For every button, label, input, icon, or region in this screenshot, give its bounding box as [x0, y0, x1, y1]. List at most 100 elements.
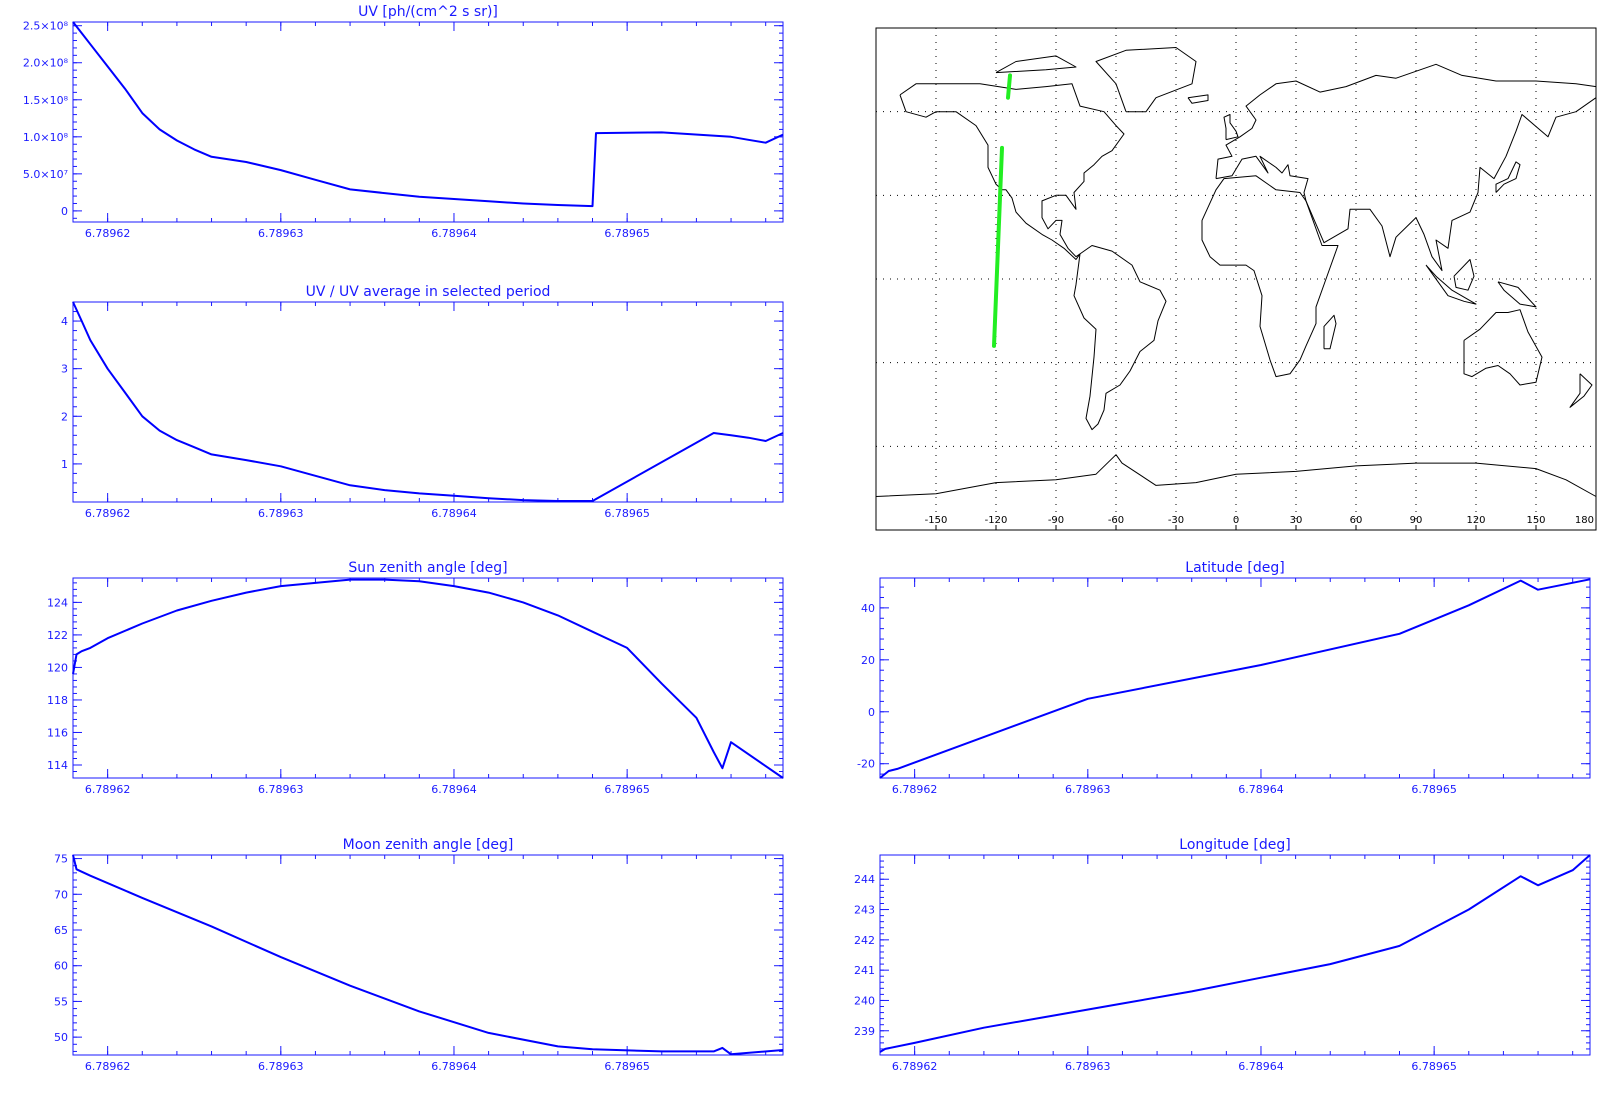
x-tick-label: 6.78963 [1065, 783, 1111, 796]
x-tick-label: 6.78963 [258, 1060, 304, 1073]
chart-sun-zenith: Sun zenith angle [deg] 6.78962 6.78963 6.78… [47, 560, 784, 796]
y-tick-label: 1 [61, 458, 68, 471]
x-tick-label: 6.78965 [1411, 1060, 1457, 1073]
y-tick-label: 114 [47, 759, 68, 772]
map-tick-label: 180 [1575, 515, 1594, 526]
chart-title: Latitude [deg] [1185, 560, 1284, 576]
y-tick-label: 1.5×10⁸ [23, 94, 69, 107]
series-line-uv-ratio [72, 301, 784, 502]
x-tick-label: 6.78964 [431, 227, 477, 240]
x-tick-label: 6.78963 [258, 783, 304, 796]
chart-uv: UV [ph/(cm^2 s sr)] 6.78962 6.78963 6.78964… [23, 4, 784, 240]
coastline-africa [1201, 175, 1339, 378]
y-tick-label: 2.0×10⁸ [23, 57, 69, 70]
x-tick-label: 6.78962 [85, 507, 131, 520]
y-tick-label: 4 [61, 315, 68, 328]
x-tick-label: 6.78964 [1238, 1060, 1284, 1073]
y-tick-label: 60 [54, 960, 68, 973]
map-tick-label: 120 [1466, 515, 1485, 526]
x-tick-label: 6.78962 [85, 1060, 131, 1073]
y-tick-label: 239 [854, 1025, 875, 1038]
y-tick-label: 0 [61, 205, 68, 218]
x-tick-label: 6.78965 [604, 227, 650, 240]
y-tick-label: 2 [61, 410, 68, 423]
satellite-track-main [992, 145, 1004, 348]
x-tick-label: 6.78964 [431, 783, 477, 796]
map-frame [875, 27, 1597, 531]
map-tick-label: 90 [1410, 515, 1423, 526]
y-tick-label: 118 [47, 694, 68, 707]
y-tick-label: 50 [54, 1031, 68, 1044]
map-coastlines [875, 47, 1597, 497]
chart-title: Sun zenith angle [deg] [348, 560, 507, 576]
series-line-uv [72, 21, 784, 208]
plot-frame [879, 854, 1591, 1056]
series-line-moon-zenith [72, 854, 784, 1056]
coastline-japan [1495, 161, 1521, 193]
y-tick-label: 1.0×10⁸ [23, 131, 69, 144]
map-tick-label: -30 [1168, 515, 1184, 526]
map-tick-label: -90 [1048, 515, 1064, 526]
plot-frame [879, 577, 1591, 779]
chart-uv-ratio: UV / UV average in selected period 6.7896… [61, 284, 784, 520]
map-tick-label: 150 [1526, 515, 1545, 526]
coastline-greenland [1095, 47, 1197, 113]
y-tick-label: 40 [861, 602, 875, 615]
y-tick-label: 241 [854, 964, 875, 977]
y-tick-label: 240 [854, 994, 875, 1007]
series-line-longitude [879, 854, 1591, 1053]
y-tick-label: 75 [54, 853, 68, 866]
chart-title: Moon zenith angle [deg] [343, 837, 514, 853]
y-tick-label: 65 [54, 924, 68, 937]
satellite-track-north [1006, 73, 1012, 100]
world-map-panel: -150 -120 -90 -60 -30 0 30 60 90 120 150 180 [875, 27, 1597, 531]
x-tick-label: 6.78964 [1238, 783, 1284, 796]
y-tick-label: 20 [861, 654, 875, 667]
y-tick-label: 3 [61, 363, 68, 376]
line-plots-group: UV [ph/(cm^2 s sr)] 6.78962 6.78963 6.78964… [23, 4, 1591, 1073]
plot-frame [72, 301, 784, 503]
coastline-new-zealand [1569, 373, 1593, 408]
coastline-south-america [1073, 245, 1167, 431]
coastline-arctic-islands [995, 55, 1077, 74]
chart-latitude: Latitude [deg] 6.78962 6.78963 6.78964 6.789… [857, 560, 1591, 796]
x-tick-label: 6.78962 [85, 783, 131, 796]
y-tick-label: 242 [854, 934, 875, 947]
map-longitude-ticks: -150 -120 -90 -60 -30 0 30 60 90 120 150 180 [925, 515, 1597, 530]
plot-frame [72, 577, 784, 779]
coastline-antarctica [875, 454, 1597, 497]
x-tick-label: 6.78962 [85, 227, 131, 240]
y-tick-label: 5.0×10⁷ [23, 168, 68, 181]
coastline-great-britain [1223, 114, 1239, 141]
coastline-australia [1463, 309, 1543, 386]
map-tick-label: -150 [925, 515, 948, 526]
x-tick-label: 6.78963 [1065, 1060, 1111, 1073]
y-tick-label: -20 [857, 758, 875, 771]
coastline-indonesia [1425, 264, 1477, 305]
x-tick-label: 6.78963 [258, 227, 304, 240]
map-tick-label: 0 [1233, 515, 1239, 526]
y-tick-label: 124 [47, 596, 68, 609]
chart-title: UV / UV average in selected period [306, 284, 551, 300]
coastline-borneo [1453, 259, 1475, 291]
x-tick-label: 6.78963 [258, 507, 304, 520]
map-tick-label: 30 [1290, 515, 1303, 526]
coastline-iceland [1187, 94, 1209, 104]
coastline-madagascar [1323, 314, 1337, 350]
y-tick-label: 70 [54, 888, 68, 901]
coastline-north-america [899, 83, 1125, 260]
series-line-latitude [879, 578, 1591, 779]
y-tick-label: 2.5×10⁸ [23, 20, 69, 33]
y-tick-label: 244 [854, 873, 875, 886]
x-tick-label: 6.78962 [892, 783, 938, 796]
map-tick-label: -60 [1108, 515, 1124, 526]
map-tick-label: 60 [1350, 515, 1363, 526]
x-tick-label: 6.78965 [1411, 783, 1457, 796]
y-tick-label: 55 [54, 995, 68, 1008]
y-tick-label: 243 [854, 904, 875, 917]
map-satellite-track [992, 73, 1012, 348]
chart-title: UV [ph/(cm^2 s sr)] [358, 4, 498, 20]
chart-title: Longitude [deg] [1179, 837, 1290, 853]
x-tick-label: 6.78965 [604, 1060, 650, 1073]
